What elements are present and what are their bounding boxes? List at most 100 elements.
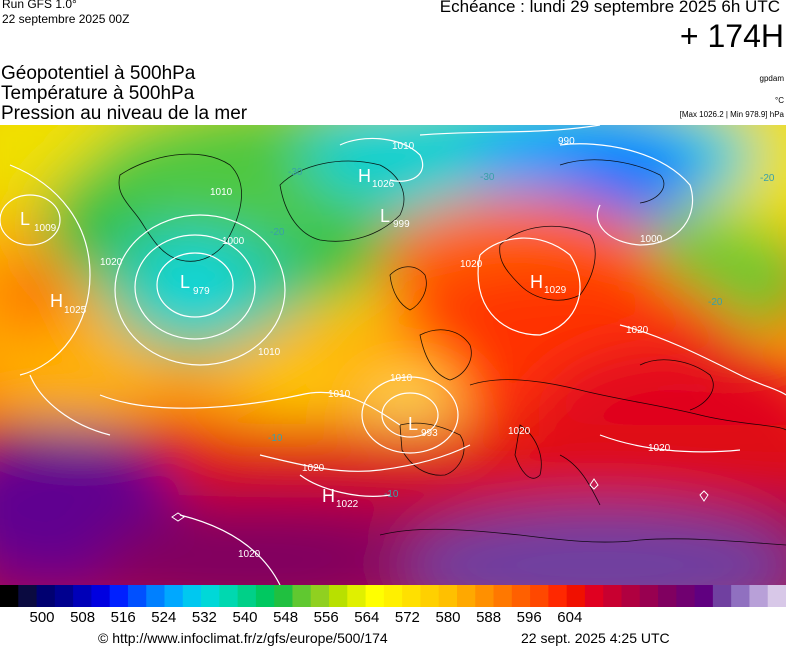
colorbar-swatch xyxy=(566,585,586,607)
colorbar-swatch xyxy=(127,585,147,607)
colorbar-tick: 500 xyxy=(29,609,55,626)
pressure-range: [Max 1026.2 | Min 978.9] hPa xyxy=(679,110,784,119)
colorbar-tick: 508 xyxy=(70,609,96,626)
run-label: Run GFS 1.0° xyxy=(2,0,77,11)
colorbar-swatch xyxy=(749,585,769,607)
center-value: 1025 xyxy=(64,305,87,316)
colorbar-swatch xyxy=(0,585,19,607)
colorbar-swatch xyxy=(109,585,129,607)
isobar-label: 1020 xyxy=(626,325,649,336)
pressure-center-l993: L 993 xyxy=(408,414,438,439)
center-letter: H xyxy=(322,486,335,506)
param-temperature: Température à 500hPa xyxy=(1,83,195,104)
colorbar-tick: 588 xyxy=(476,609,502,626)
center-letter: L xyxy=(380,206,390,226)
colorbar-swatch xyxy=(493,585,513,607)
colorbar-swatch xyxy=(201,585,220,607)
isobar-label: 1020 xyxy=(648,443,671,454)
colorbar-swatch xyxy=(383,585,403,607)
isobar-label: 1020 xyxy=(100,257,123,268)
colorbar-swatch xyxy=(456,585,476,607)
forecast-horizon: + 174H xyxy=(679,18,784,54)
isobar-label: 1020 xyxy=(238,549,261,560)
param-geopotential: Géopotentiel à 500hPa xyxy=(1,63,196,84)
pressure-center-h1029: H 1029 xyxy=(530,272,567,296)
run-date: 22 septembre 2025 00Z xyxy=(2,12,130,26)
colorbar-swatch xyxy=(274,585,293,607)
colorbar-swatch xyxy=(475,585,495,607)
weather-map[interactable]: L 1009 H 1025 L 979 H 1026 L 999 H 1029 … xyxy=(0,125,786,585)
colorbar-swatch xyxy=(621,585,641,607)
isobar-label: 1020 xyxy=(302,463,325,474)
center-letter: L xyxy=(20,209,30,229)
colorbar-swatch xyxy=(255,585,275,607)
isobar-label: 1000 xyxy=(640,234,663,245)
colorbar-swatch xyxy=(694,585,714,607)
colorbar-tick: 524 xyxy=(151,609,177,626)
param-pressure: Pression au niveau de la mer xyxy=(1,103,248,124)
colorbar-swatch xyxy=(603,585,622,607)
temperature-label: -30 xyxy=(480,172,495,183)
center-value: 993 xyxy=(421,428,438,439)
colorbar-swatch xyxy=(182,585,202,607)
colorbar-swatch xyxy=(639,585,659,607)
pressure-center-h1026: H 1026 xyxy=(358,166,395,190)
colorbar-swatch xyxy=(91,585,111,607)
colorbar-swatch xyxy=(146,585,166,607)
colorbar-tick: 596 xyxy=(516,609,542,626)
center-letter: H xyxy=(358,166,371,186)
colorbar-swatch xyxy=(347,585,367,607)
temperature-label: -20 xyxy=(760,173,775,184)
pressure-center-l999: L 999 xyxy=(380,206,410,230)
colorbar-tick: 540 xyxy=(232,609,258,626)
colorbar-tick: 556 xyxy=(313,609,339,626)
unit-temperature: °C xyxy=(775,96,784,105)
colorbar-swatch xyxy=(164,585,184,607)
colorbar-tick: 604 xyxy=(557,609,583,626)
colorbar-tick: 564 xyxy=(354,609,380,626)
small-isobar-marks xyxy=(171,478,709,522)
center-letter: L xyxy=(408,414,418,434)
temperature-labels: -30 -30 -20 -20 -20 -10 -10 xyxy=(268,167,775,500)
temperature-label: -20 xyxy=(708,297,723,308)
isobar-label: 1010 xyxy=(390,373,413,384)
colorbar-swatch xyxy=(584,585,604,607)
pressure-center-l979: L 979 xyxy=(180,272,210,297)
colorbar-tick: 580 xyxy=(435,609,461,626)
credit-link[interactable]: © http://www.infoclimat.fr/z/gfs/europe/… xyxy=(98,630,388,646)
temperature-label: -10 xyxy=(384,489,399,500)
pressure-center-h1022: H 1022 xyxy=(322,486,359,510)
colorbar-ticks: 500 508 516 524 532 540 548 556 564 572 … xyxy=(0,609,786,629)
colorbar-swatch xyxy=(54,585,74,607)
isobar-label: 1010 xyxy=(392,141,415,152)
colorbar-swatch xyxy=(767,585,786,607)
center-value: 1029 xyxy=(544,285,567,296)
colorbar-swatch xyxy=(511,585,531,607)
colorbar-swatch xyxy=(329,585,348,607)
temperature-label: -30 xyxy=(288,167,303,178)
colorbar-tick: 572 xyxy=(394,609,420,626)
colorbar-swatch xyxy=(365,585,385,607)
colorbar-swatch xyxy=(73,585,92,607)
colorbar-swatch xyxy=(292,585,312,607)
center-value: 979 xyxy=(193,286,210,297)
isobar-label: 1020 xyxy=(508,426,531,437)
colorbar-swatch xyxy=(530,585,549,607)
isobar-label: 990 xyxy=(558,136,575,147)
temperature-label: -20 xyxy=(270,227,285,238)
colorbar-swatch xyxy=(36,585,56,607)
temperature-label: -10 xyxy=(268,433,283,444)
pressure-center-l1009: L 1009 xyxy=(20,209,57,234)
colorbar-swatch xyxy=(420,585,440,607)
isobar-labels: 990 1000 1010 1010 1010 1010 1010 1020 1… xyxy=(100,136,671,560)
colorbar xyxy=(0,585,786,607)
center-value: 1022 xyxy=(336,499,359,510)
coastlines xyxy=(118,153,786,546)
center-letter: H xyxy=(50,291,63,311)
colorbar-tick: 516 xyxy=(110,609,136,626)
center-value: 1009 xyxy=(34,223,57,234)
colorbar-swatch xyxy=(712,585,732,607)
colorbar-swatch xyxy=(402,585,421,607)
center-value: 1026 xyxy=(372,179,395,190)
colorbar-swatch xyxy=(438,585,458,607)
